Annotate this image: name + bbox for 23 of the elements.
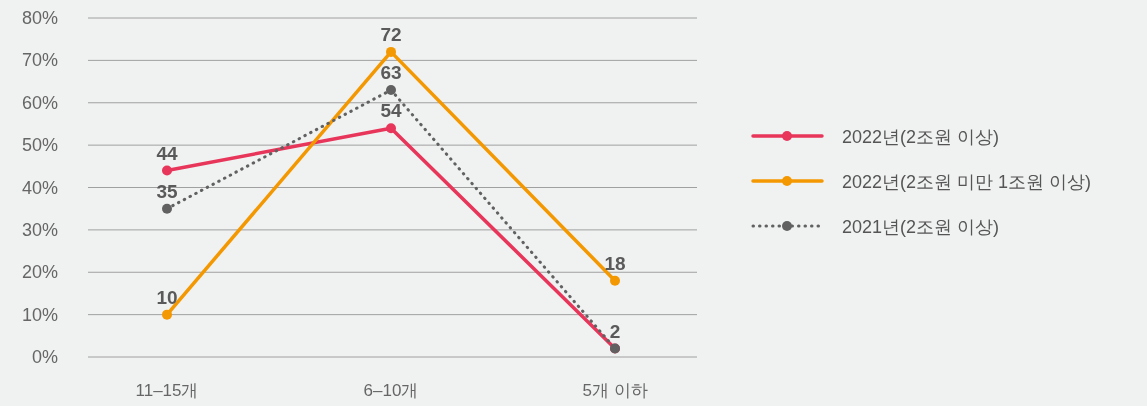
y-tick-label: 50% (21, 135, 58, 156)
data-label: 63 (380, 62, 402, 84)
legend-label: 2022년(2조원 이상) (842, 127, 1000, 147)
y-tick-label: 40% (21, 177, 58, 198)
y-tick-label: 10% (21, 304, 58, 325)
x-tick-label: 11–15개 (135, 381, 199, 400)
data-label: 44 (156, 142, 178, 164)
y-tick-label: 70% (21, 50, 58, 71)
data-label: 54 (380, 100, 402, 122)
legend-label: 2021년(2조원 이상) (842, 217, 1000, 237)
data-label: 10 (156, 286, 178, 308)
x-tick-label: 5개 이하 (582, 381, 648, 400)
data-label: 72 (380, 23, 402, 45)
y-tick-label: 30% (21, 219, 58, 240)
y-tick-label: 60% (21, 92, 58, 113)
y-tick-label: 0% (31, 347, 58, 367)
data-label: 18 (604, 252, 626, 274)
y-tick-label: 80% (21, 8, 58, 28)
y-tick-label: 20% (21, 262, 58, 283)
data-label: 35 (156, 180, 178, 202)
legend-label: 2022년(2조원 미만 1조원 이상) (842, 172, 1092, 192)
data-label: 2 (609, 320, 621, 342)
x-tick-label: 6–10개 (363, 381, 419, 400)
